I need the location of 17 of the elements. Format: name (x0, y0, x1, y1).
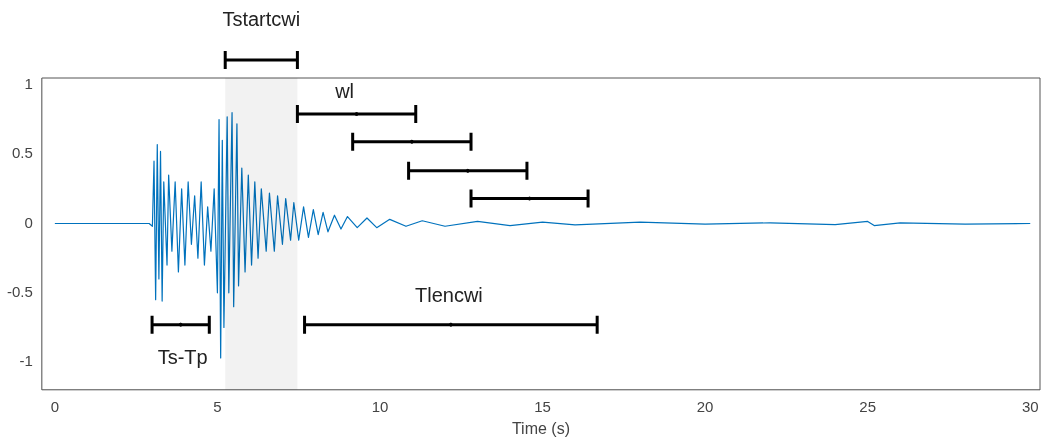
y-tick-label: -0.5 (6, 282, 33, 300)
annotation: Tlencwi (414, 284, 483, 307)
x-tick-label: 0 (50, 397, 60, 415)
y-tick-label: 0 (24, 213, 33, 231)
annotation: Ts-Tp (157, 346, 208, 369)
y-tick-label: 0.5 (11, 144, 33, 162)
x-tick-label: 25 (859, 397, 877, 415)
x-axis-title: Time (s) (511, 419, 570, 437)
y-tick-label: -1 (19, 352, 33, 370)
x-tick-label: 30 (1021, 397, 1039, 415)
y-tick-label: 1 (24, 75, 33, 93)
x-tick-label: 10 (371, 397, 389, 415)
x-tick-label: 15 (534, 397, 551, 415)
band-label: Tstartcwi (222, 7, 301, 30)
annotation: wl (334, 79, 355, 102)
x-tick-label: 20 (696, 397, 714, 415)
x-tick-label: 5 (213, 397, 222, 415)
